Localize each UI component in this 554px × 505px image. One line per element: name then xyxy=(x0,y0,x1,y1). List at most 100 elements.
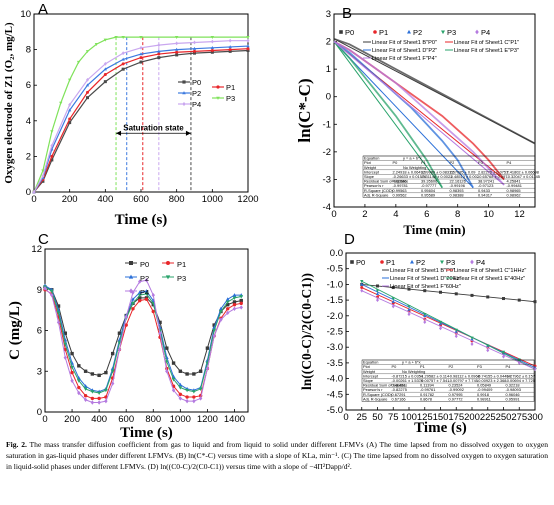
y-tick-label: -5.0 xyxy=(327,405,343,416)
table-cell: -0.87215 ± 0.0354 xyxy=(392,373,424,378)
plot-frame xyxy=(333,13,536,208)
data-point-p4 xyxy=(212,333,216,339)
data-point-p3 xyxy=(212,329,217,333)
data-point-p3 xyxy=(56,311,61,315)
table-cell: 0.95991 xyxy=(506,396,520,401)
data-point-p0 xyxy=(439,290,442,294)
legend-label: P3 xyxy=(446,258,455,267)
data-point-p3 xyxy=(41,169,45,173)
legend-marker xyxy=(165,275,171,280)
data-point-p0 xyxy=(104,370,108,375)
legend-label: P1 xyxy=(177,260,186,269)
data-point-p3 xyxy=(59,101,63,105)
table-cell: -0.32047 ± 0.01145 xyxy=(507,174,540,179)
y-tick-label: 0 xyxy=(326,92,331,103)
legend-marker xyxy=(410,259,414,264)
data-point-p4 xyxy=(407,312,411,317)
legend-marker xyxy=(182,80,186,84)
data-point-p0 xyxy=(165,346,169,350)
table-cell: Intercept xyxy=(363,373,379,378)
table-cell: Pearson's r xyxy=(364,183,384,188)
data-point-p1 xyxy=(70,370,74,375)
panel-a: 0 200 400 600 800 1000 1200 0 2 4 6 8 10 A Saturation … xyxy=(3,1,259,228)
table-cell: Equation xyxy=(364,156,379,161)
data-point-p3 xyxy=(185,388,189,393)
y-tick-label: -0.5 xyxy=(327,264,343,275)
y-tick-label: 3 xyxy=(326,9,331,20)
data-point-p2 xyxy=(246,44,250,48)
table-cell: 4.25841 xyxy=(507,179,521,184)
data-point-p1 xyxy=(175,50,179,54)
data-point-p0 xyxy=(533,300,537,304)
data-point-p4 xyxy=(486,348,490,353)
data-point-p3 xyxy=(117,341,122,345)
x-tick-label: 75 xyxy=(388,412,399,423)
data-point-p0 xyxy=(158,320,162,325)
data-point-p4 xyxy=(63,355,67,360)
table-cell: 0.98393 xyxy=(450,188,464,193)
data-point-p4 xyxy=(185,398,189,404)
legend-marker xyxy=(128,274,134,279)
x-tick-label: 600 xyxy=(118,414,134,425)
data-point-p3 xyxy=(219,310,223,314)
data-point-p0 xyxy=(97,373,101,378)
fit-line-p4 xyxy=(333,41,505,186)
data-point-p2 xyxy=(83,384,88,388)
data-point-p2 xyxy=(121,57,125,61)
table-cell: 0.46451 xyxy=(392,383,406,388)
legend-label: P1 xyxy=(379,28,388,37)
legend-marker xyxy=(441,30,445,35)
x-axis-title: Time (min) xyxy=(403,222,465,237)
y-tick-label: -4.5 xyxy=(327,389,343,400)
data-point-p2 xyxy=(219,306,223,311)
y-tick-label: -4 xyxy=(323,202,331,213)
data-point-p4 xyxy=(157,43,161,48)
data-point-p3 xyxy=(239,295,244,299)
data-point-p0 xyxy=(110,351,115,356)
legend-marker xyxy=(216,85,220,89)
x-tick-label: 10 xyxy=(483,209,494,220)
series-line-p4 xyxy=(44,279,242,403)
data-point-p4 xyxy=(144,278,149,283)
y-tick-label: -4.0 xyxy=(327,374,343,385)
data-point-p4 xyxy=(423,320,427,325)
fit-legend-label: Linear Fit of Sheet1 B"P0" xyxy=(372,40,437,46)
data-point-p0 xyxy=(178,369,183,373)
data-point-p4 xyxy=(50,143,54,148)
data-point-p1 xyxy=(144,297,149,301)
x-tick-label: 12 xyxy=(514,209,525,220)
data-point-p2 xyxy=(232,293,237,297)
table-cell: -0.97777 xyxy=(421,183,436,188)
data-point-p3 xyxy=(407,305,411,309)
data-point-p1 xyxy=(157,52,161,56)
data-point-p4 xyxy=(198,396,203,401)
data-point-p2 xyxy=(175,47,179,51)
table-cell: -0.98093 xyxy=(506,387,521,392)
data-point-p0 xyxy=(77,364,81,368)
data-point-p4 xyxy=(158,331,162,336)
table-cell: Residual Sum of Squares xyxy=(363,383,407,388)
table-cell: R-Square (COD) xyxy=(364,188,394,193)
fit-line-p2 xyxy=(333,41,474,189)
data-point-p0 xyxy=(407,287,411,291)
data-point-p0 xyxy=(103,80,107,84)
data-point-p0 xyxy=(391,286,395,290)
legend-marker xyxy=(380,260,384,264)
legend-label: P3 xyxy=(226,94,235,103)
table-cell: P4 xyxy=(506,364,512,369)
data-point-p4 xyxy=(178,396,183,401)
data-point-p4 xyxy=(533,367,537,372)
data-point-p4 xyxy=(117,347,122,352)
data-point-p3 xyxy=(103,38,107,42)
data-point-p3 xyxy=(70,365,74,370)
table-cell: P2 xyxy=(449,364,454,369)
data-point-p0 xyxy=(205,346,210,350)
y-axis-title: ln((C0-C)/2(C0-C1)) xyxy=(299,273,314,390)
panel-label: D xyxy=(344,231,355,248)
x-tick-label: 400 xyxy=(91,414,107,425)
legend-marker xyxy=(470,259,474,265)
panel-c: 0 200 400 600 800 1000 1200 1400 0 3 6 9 12C P0 P1 P2 P3… xyxy=(7,231,249,440)
data-point-p3 xyxy=(83,387,88,391)
table-cell: -1.29582 ± 0.114 xyxy=(420,373,450,378)
data-point-p3 xyxy=(391,297,395,301)
